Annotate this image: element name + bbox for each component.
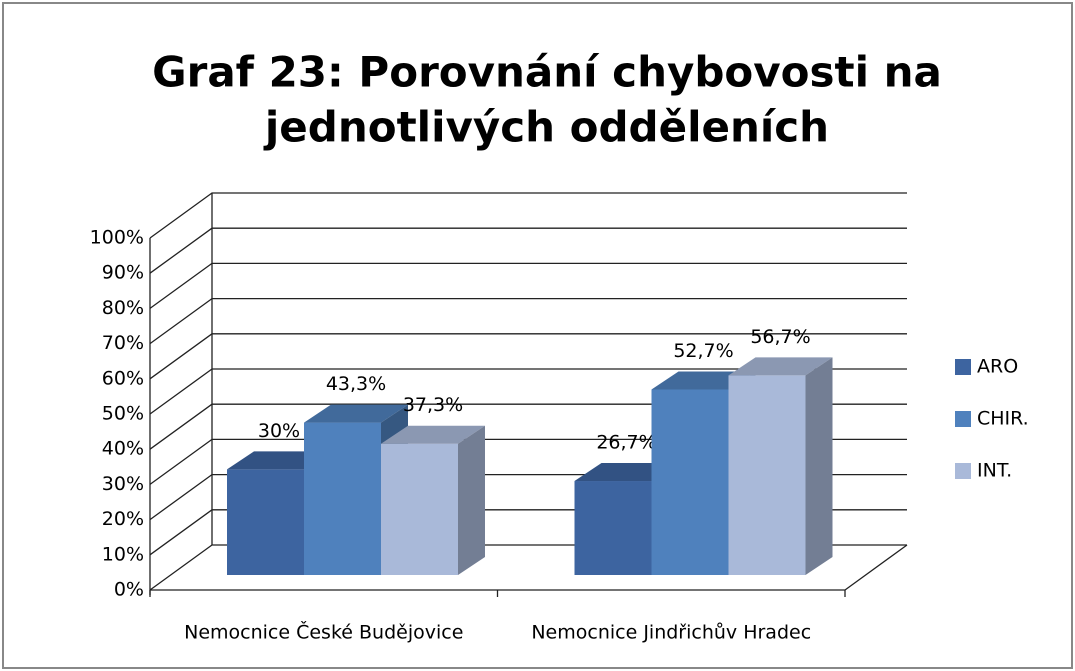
- legend-swatch: [955, 359, 971, 375]
- bar-top: [304, 404, 408, 423]
- bar-front: [728, 375, 806, 575]
- data-label: 37,3%: [403, 394, 463, 416]
- y-tick-label: 0%: [114, 579, 144, 601]
- data-label: 26,7%: [596, 432, 656, 454]
- y-tick-label: 80%: [102, 297, 144, 319]
- x-tick-label: Nemocnice Jindřichův Hradec: [531, 622, 811, 644]
- data-label: 52,7%: [673, 340, 733, 362]
- data-label: 56,7%: [750, 326, 810, 348]
- chart-title: jednotlivých odděleních: [263, 103, 829, 152]
- bar-side: [805, 357, 833, 575]
- data-label: 43,3%: [326, 373, 386, 395]
- y-tick-label: 70%: [102, 332, 144, 354]
- y-tick-label: 20%: [102, 508, 144, 530]
- bar-front: [574, 481, 652, 575]
- y-tick-label: 50%: [102, 403, 144, 425]
- legend-label: ARO: [977, 356, 1018, 378]
- legend-label: INT.: [977, 460, 1012, 482]
- y-tick-label: 60%: [102, 367, 144, 389]
- y-tick-label: 10%: [102, 543, 144, 565]
- y-tick-label: 30%: [102, 473, 144, 495]
- bar-front: [651, 389, 729, 575]
- data-label: 30%: [258, 420, 300, 442]
- bar-front: [304, 422, 381, 575]
- bar-front: [381, 443, 458, 575]
- bar-top: [381, 425, 485, 444]
- y-tick-label: 40%: [102, 438, 144, 460]
- legend-swatch: [955, 411, 971, 427]
- y-tick-label: 100%: [90, 227, 144, 249]
- y-tick-label: 90%: [102, 262, 144, 284]
- x-tick-label: Nemocnice České Budějovice: [184, 620, 463, 644]
- bar-front: [227, 469, 304, 575]
- chart-title: Graf 23: Porovnání chybovosti na: [152, 48, 942, 97]
- bar-side: [458, 425, 485, 575]
- legend-label: CHIR.: [977, 408, 1029, 430]
- bar-top: [728, 357, 833, 376]
- legend-swatch: [955, 463, 971, 479]
